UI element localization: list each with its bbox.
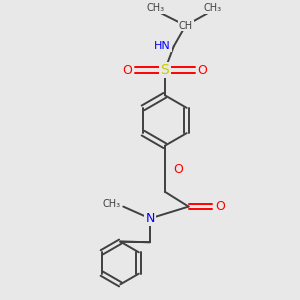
- Text: O: O: [174, 163, 184, 176]
- Text: S: S: [160, 63, 169, 77]
- Text: CH₃: CH₃: [203, 3, 221, 13]
- Text: CH₃: CH₃: [102, 199, 120, 208]
- Text: O: O: [197, 64, 207, 76]
- Text: CH₃: CH₃: [147, 3, 165, 13]
- Text: HN: HN: [154, 41, 171, 51]
- Text: O: O: [122, 64, 132, 76]
- Text: N: N: [145, 212, 155, 225]
- Text: O: O: [215, 200, 225, 213]
- Text: CH: CH: [178, 20, 193, 31]
